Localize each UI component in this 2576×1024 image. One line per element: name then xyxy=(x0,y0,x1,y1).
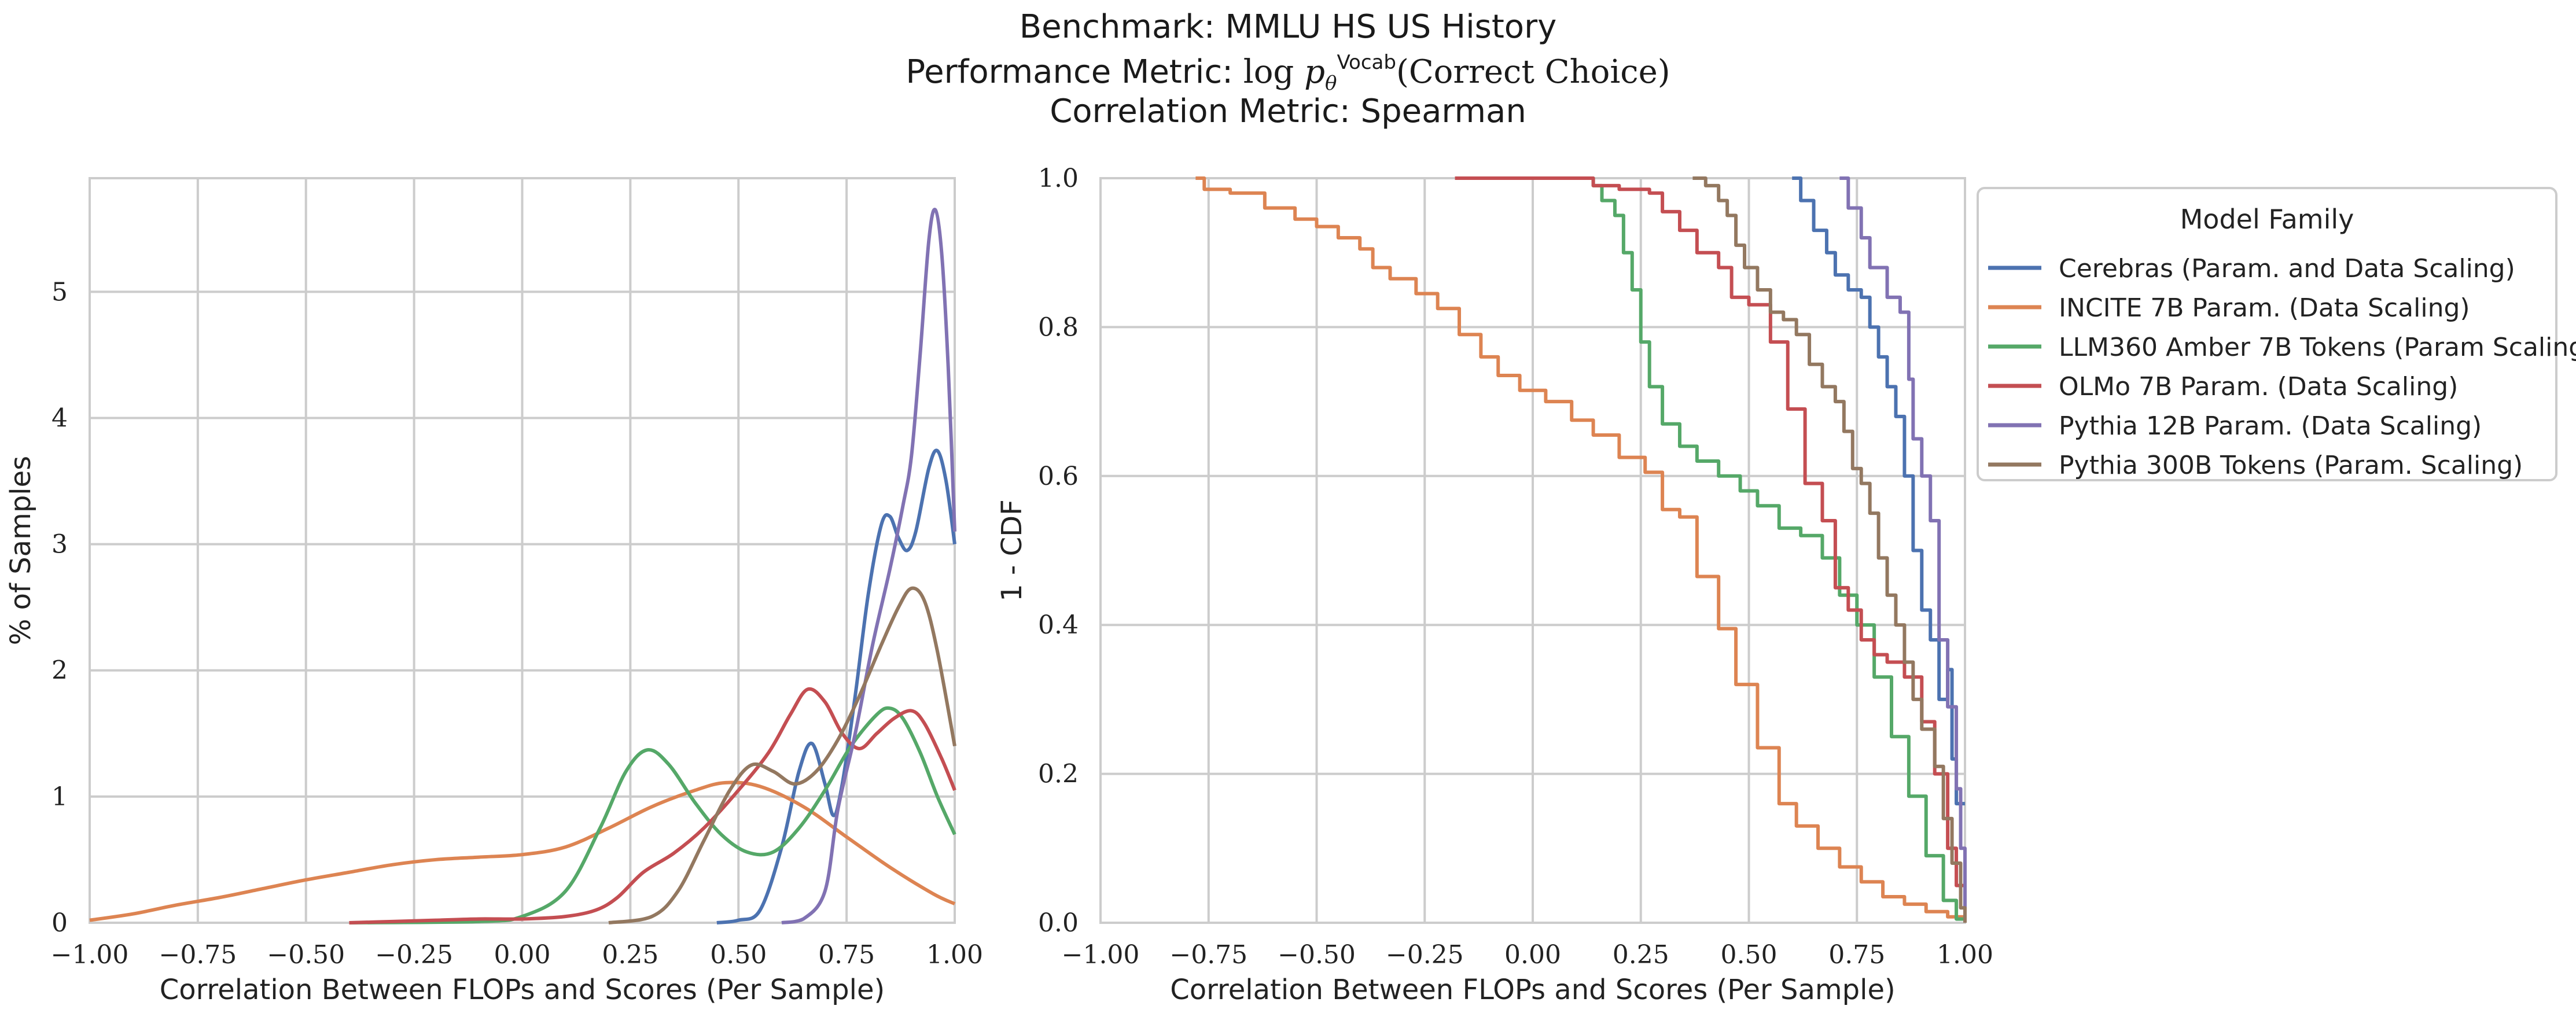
panel-2-ytick-label: 0.8 xyxy=(1038,312,1079,342)
panel-1-xtick-label: −0.25 xyxy=(375,940,453,970)
panel-2-xtick-label: 1.00 xyxy=(1937,940,1993,970)
panel-1-series-pythia300b xyxy=(608,586,956,924)
panel-1-ylabel: % of Samples xyxy=(5,456,37,645)
panel-1-ytick-label: 0 xyxy=(51,908,68,938)
title-math-vocab: Vocab xyxy=(1337,51,1396,74)
panel-2-series-llm360 xyxy=(1576,176,1967,923)
panel-2-xtick-label: 0.75 xyxy=(1828,940,1885,970)
panel-2-series-incite xyxy=(1195,176,1967,923)
panel-2-ytick-label: 0.2 xyxy=(1038,760,1079,789)
title-metric-suffix: (Correct Choice) xyxy=(1396,53,1670,91)
panel-1-ytick-label: 1 xyxy=(51,782,68,812)
panel-1-xtick-label: 0.00 xyxy=(494,940,551,970)
panel-1-frame xyxy=(89,177,956,924)
panel-1-series-olmo xyxy=(349,687,956,924)
panel-2-ytick-label: 0.0 xyxy=(1038,908,1079,938)
panel-2-xtick-label: −0.25 xyxy=(1386,940,1464,970)
panel-1-xtick-label: 0.50 xyxy=(710,940,767,970)
panel-2-ytick-label: 0.6 xyxy=(1038,462,1079,491)
panel-1-ytick-label: 4 xyxy=(51,403,68,433)
legend-label-pythia12b: Pythia 12B Param. (Data Scaling) xyxy=(2059,411,2482,441)
figure-title-line-3: Correlation Metric: Spearman xyxy=(1050,93,1526,130)
panel-1-xtick-label: 0.75 xyxy=(818,940,875,970)
title-metric-prefix: Performance Metric: xyxy=(906,53,1243,91)
legend-title: Model Family xyxy=(2180,204,2354,235)
panel-1-series-llm360 xyxy=(349,706,956,924)
panel-2-xtick-label: 0.00 xyxy=(1504,940,1561,970)
panel-1-xtick-label: −1.00 xyxy=(51,940,129,970)
panel-1-series-cerebras xyxy=(716,448,956,924)
figure-title-line-1: Benchmark: MMLU HS US History xyxy=(1019,8,1557,46)
panel-1-xtick-label: 1.00 xyxy=(926,940,983,970)
panel-1-ytick-label: 5 xyxy=(51,277,68,307)
panel-1-xtick-label: −0.50 xyxy=(267,940,345,970)
panel-2-ytick-label: 0.4 xyxy=(1038,610,1079,640)
legend-label-llm360: LLM360 Amber 7B Tokens (Param Scaling) xyxy=(2059,333,2576,362)
title-math-theta: θ xyxy=(1324,72,1337,95)
panel-1-series-pythia12b xyxy=(781,208,956,924)
panel-1-series-incite xyxy=(89,780,956,922)
panel-2-series-pythia12b xyxy=(1839,176,1967,923)
panel-2-xtick-label: −0.75 xyxy=(1169,940,1247,970)
legend-label-cerebras: Cerebras (Param. and Data Scaling) xyxy=(2059,254,2515,283)
panel-2-ytick-label: 1.0 xyxy=(1038,164,1079,193)
title-math-p: p xyxy=(1304,53,1325,91)
legend-box xyxy=(1977,187,2557,481)
panel-1-xlabel: Correlation Between FLOPs and Scores (Pe… xyxy=(160,974,885,1006)
panel-2-xlabel: Correlation Between FLOPs and Scores (Pe… xyxy=(1170,974,1895,1006)
panel-2-xtick-label: 0.50 xyxy=(1721,940,1778,970)
panel-2-series-cerebras xyxy=(1792,176,1965,806)
legend-label-pythia300b: Pythia 300B Tokens (Param. Scaling) xyxy=(2059,451,2523,480)
panel-1-ytick-label: 2 xyxy=(51,656,68,686)
panel-2-xtick-label: −0.50 xyxy=(1278,940,1356,970)
panel-2-series-pythia300b xyxy=(1692,176,1967,923)
panel-2-xtick-label: 0.25 xyxy=(1613,940,1669,970)
panel-1-xtick-label: 0.25 xyxy=(602,940,658,970)
title-math-log: log xyxy=(1243,53,1294,91)
legend-label-incite: INCITE 7B Param. (Data Scaling) xyxy=(2059,293,2470,323)
panel-2-xtick-label: −1.00 xyxy=(1062,940,1140,970)
panel-1-ytick-label: 3 xyxy=(51,530,68,559)
panel-1-xtick-label: −0.75 xyxy=(159,940,237,970)
figure-title-line-2: Performance Metric: log pθVocab(Correct … xyxy=(0,51,2576,95)
panel-2-ylabel: 1 - CDF xyxy=(996,499,1028,601)
legend-label-olmo: OLMo 7B Param. (Data Scaling) xyxy=(2059,372,2458,402)
